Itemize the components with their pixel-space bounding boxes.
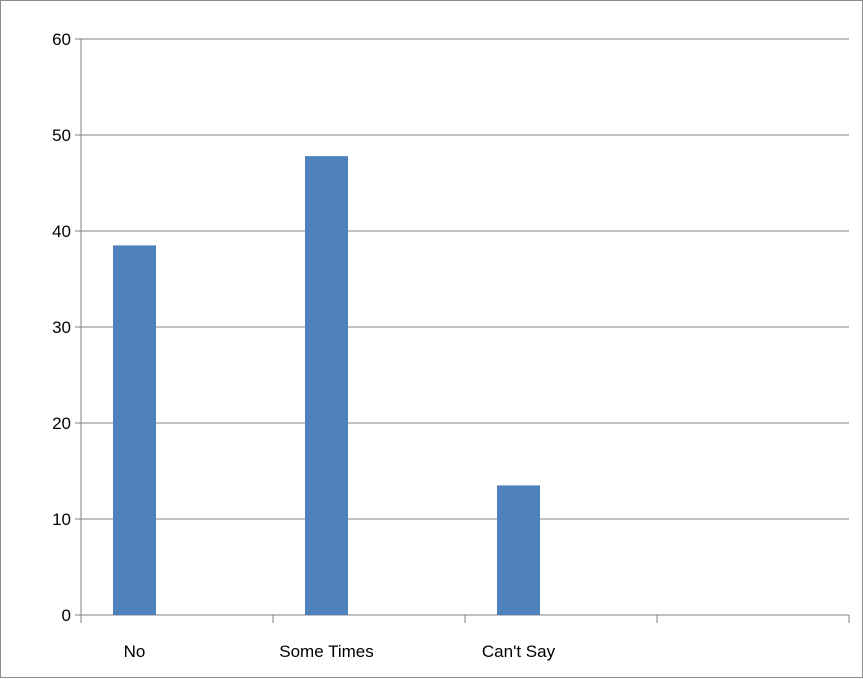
x-tick-label: No: [124, 642, 146, 661]
y-tick-labels: 0 10 20 30 40 50 60: [52, 30, 71, 625]
x-tick-label: Can't Say: [482, 642, 556, 661]
bar: [305, 156, 348, 615]
x-tick-label: Some Times: [279, 642, 373, 661]
y-tick-label: 50: [52, 126, 71, 145]
y-tick-label: 40: [52, 222, 71, 241]
bar: [497, 485, 540, 615]
axes: [80, 39, 849, 616]
y-tick-label: 60: [52, 30, 71, 49]
y-tick-label: 0: [62, 606, 71, 625]
bar: [113, 245, 156, 615]
y-tick-label: 30: [52, 318, 71, 337]
y-tick-label: 10: [52, 510, 71, 529]
x-tick-labels: No Some Times Can't Say: [124, 642, 556, 661]
gridlines: [75, 38, 850, 623]
bars: [113, 156, 540, 615]
y-tick-label: 20: [52, 414, 71, 433]
